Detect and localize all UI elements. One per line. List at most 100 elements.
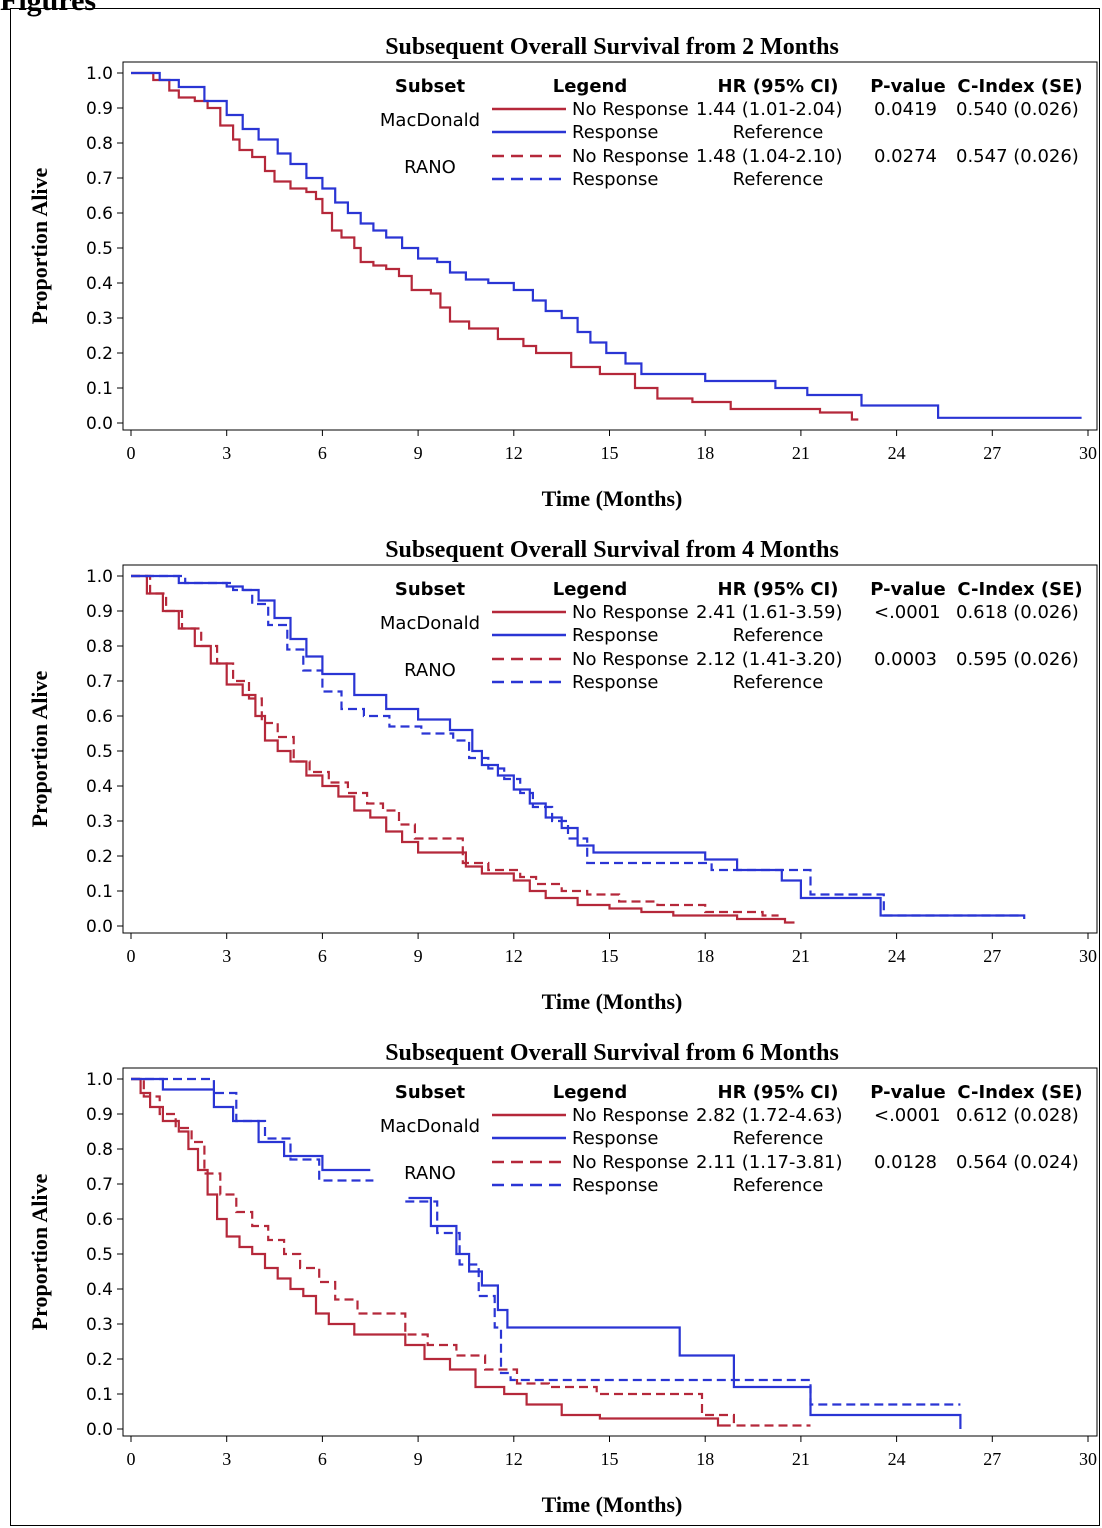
y-tick-label: 0.6 bbox=[86, 707, 113, 727]
legend-hr: Reference bbox=[733, 122, 824, 143]
legend-label: No Response bbox=[572, 146, 689, 167]
legend-label: No Response bbox=[572, 99, 689, 120]
y-tick-label: 0.8 bbox=[86, 637, 113, 657]
x-tick-label: 21 bbox=[792, 946, 810, 966]
y-tick-label: 0.2 bbox=[86, 344, 113, 364]
legend-hr: 2.12 (1.41-3.20) bbox=[696, 649, 843, 670]
series-line bbox=[131, 1077, 371, 1172]
x-tick-label: 6 bbox=[318, 1449, 327, 1469]
legend-header: HR (95% CI) bbox=[718, 579, 839, 600]
x-tick-label: 30 bbox=[1079, 443, 1097, 463]
series-line bbox=[131, 71, 1082, 419]
y-tick-label: 0.3 bbox=[86, 1315, 113, 1335]
y-tick-label: 0.4 bbox=[86, 777, 113, 797]
legend-subset: RANO bbox=[404, 660, 456, 681]
y-tick-label: 0.0 bbox=[86, 414, 113, 434]
x-tick-label: 12 bbox=[505, 1449, 523, 1469]
y-tick-label: 0.5 bbox=[86, 1245, 113, 1265]
x-tick-label: 9 bbox=[414, 443, 423, 463]
series-line bbox=[131, 1077, 731, 1427]
y-tick-label: 0.7 bbox=[86, 672, 113, 692]
y-tick-label: 0.3 bbox=[86, 309, 113, 329]
legend-hr: 1.44 (1.01-2.04) bbox=[696, 99, 843, 120]
legend-subset: MacDonald bbox=[380, 1116, 480, 1137]
series-line bbox=[131, 574, 1025, 917]
x-tick-label: 15 bbox=[601, 1449, 619, 1469]
legend-header: C-Index (SE) bbox=[957, 1082, 1082, 1103]
legend-cindex: 0.618 (0.026) bbox=[956, 602, 1079, 623]
legend-header: Subset bbox=[395, 579, 466, 600]
legend-header: Subset bbox=[395, 76, 466, 97]
legend-header: Subset bbox=[395, 1082, 466, 1103]
legend-label: Response bbox=[572, 169, 658, 190]
legend-label: No Response bbox=[572, 1152, 689, 1173]
legend-hr: Reference bbox=[733, 1175, 824, 1196]
y-tick-label: 0.4 bbox=[86, 1280, 113, 1300]
legend-header: HR (95% CI) bbox=[718, 1082, 839, 1103]
legend-subset: RANO bbox=[404, 157, 456, 178]
y-tick-label: 0.9 bbox=[86, 602, 113, 622]
legend-cindex: 0.547 (0.026) bbox=[956, 146, 1079, 167]
y-tick-label: 0.7 bbox=[86, 1175, 113, 1195]
legend-pvalue: 0.0274 bbox=[874, 146, 937, 167]
legend-header: C-Index (SE) bbox=[957, 579, 1082, 600]
chart-panel-2: Subsequent Overall Survival from 4 Month… bbox=[27, 537, 1098, 1014]
y-tick-label: 0.4 bbox=[86, 274, 113, 294]
x-tick-label: 0 bbox=[127, 946, 136, 966]
chart-title: Subsequent Overall Survival from 2 Month… bbox=[385, 34, 839, 60]
chart-title: Subsequent Overall Survival from 4 Month… bbox=[385, 537, 839, 563]
x-tick-label: 24 bbox=[888, 1449, 906, 1469]
y-tick-label: 0.2 bbox=[86, 847, 113, 867]
legend-pvalue: <.0001 bbox=[874, 602, 941, 623]
y-tick-label: 0.5 bbox=[86, 742, 113, 762]
y-tick-label: 0.3 bbox=[86, 812, 113, 832]
x-tick-label: 27 bbox=[983, 443, 1001, 463]
y-tick-label: 0.1 bbox=[86, 882, 113, 902]
legend-header: P-value bbox=[870, 76, 945, 97]
legend-cindex: 0.595 (0.026) bbox=[956, 649, 1079, 670]
x-tick-label: 0 bbox=[127, 443, 136, 463]
y-tick-label: 0.5 bbox=[86, 239, 113, 259]
x-tick-label: 30 bbox=[1079, 1449, 1097, 1469]
x-tick-label: 24 bbox=[888, 443, 906, 463]
x-tick-label: 18 bbox=[696, 1449, 714, 1469]
y-tick-label: 1.0 bbox=[86, 1070, 113, 1090]
y-tick-label: 0.2 bbox=[86, 1350, 113, 1370]
legend-pvalue: 0.0128 bbox=[874, 1152, 937, 1173]
legend-subset: MacDonald bbox=[380, 613, 480, 634]
y-tick-label: 0.1 bbox=[86, 379, 113, 399]
x-tick-label: 18 bbox=[696, 946, 714, 966]
x-tick-label: 6 bbox=[318, 946, 327, 966]
y-tick-label: 0.9 bbox=[86, 99, 113, 119]
legend-label: Response bbox=[572, 1128, 658, 1149]
x-axis-label: Time (Months) bbox=[542, 486, 683, 511]
x-tick-label: 12 bbox=[505, 946, 523, 966]
x-tick-label: 9 bbox=[414, 1449, 423, 1469]
legend-pvalue: <.0001 bbox=[874, 1105, 941, 1126]
legend-header: C-Index (SE) bbox=[957, 76, 1082, 97]
x-tick-label: 6 bbox=[318, 443, 327, 463]
x-tick-label: 27 bbox=[983, 1449, 1001, 1469]
x-tick-label: 21 bbox=[792, 1449, 810, 1469]
y-tick-label: 0.0 bbox=[86, 1420, 113, 1440]
legend-label: Response bbox=[572, 625, 658, 646]
legend-label: No Response bbox=[572, 1105, 689, 1126]
x-tick-label: 3 bbox=[222, 946, 231, 966]
legend-hr: 1.48 (1.04-2.10) bbox=[696, 146, 843, 167]
y-tick-label: 0.1 bbox=[86, 1385, 113, 1405]
y-tick-label: 0.8 bbox=[86, 134, 113, 154]
legend-header: Legend bbox=[553, 579, 627, 600]
series-line bbox=[131, 574, 1026, 919]
legend-cindex: 0.612 (0.028) bbox=[956, 1105, 1079, 1126]
legend-label: Response bbox=[572, 122, 658, 143]
legend-hr: 2.11 (1.17-3.81) bbox=[696, 1152, 843, 1173]
y-tick-label: 0.7 bbox=[86, 169, 113, 189]
y-axis-label: Proportion Alive bbox=[27, 1173, 52, 1330]
x-tick-label: 21 bbox=[792, 443, 810, 463]
x-tick-label: 15 bbox=[601, 946, 619, 966]
x-tick-label: 18 bbox=[696, 443, 714, 463]
legend-hr: Reference bbox=[733, 169, 824, 190]
x-tick-label: 12 bbox=[505, 443, 523, 463]
x-tick-label: 27 bbox=[983, 946, 1001, 966]
